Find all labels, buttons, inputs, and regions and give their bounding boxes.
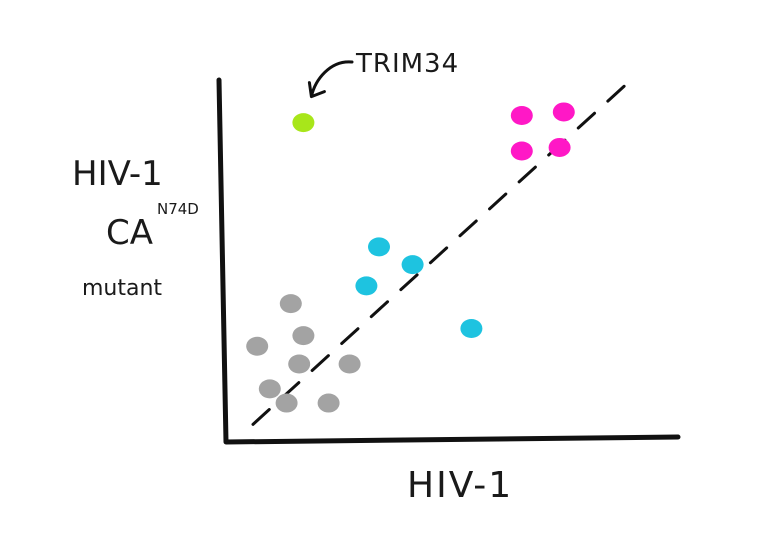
point-1-3 [460,319,483,338]
points-layer [246,102,575,413]
y-axis-label-line2: CA [106,213,153,253]
series-3 [292,113,315,133]
point-0-4 [338,354,361,374]
point-2-1 [552,102,575,122]
series-0 [246,294,361,413]
x-axis-label: HIV-1 [407,465,513,506]
y-axis-label-superscript: N74D [157,200,199,218]
point-0-6 [275,393,298,413]
point-1-2 [355,276,378,296]
series-1 [355,237,483,338]
point-3-0 [292,113,315,133]
point-0-2 [246,336,269,356]
y-axis-label-line3: mutant [82,276,162,301]
series-2 [510,102,575,161]
annotation-label-trim34: TRIM34 [355,49,459,79]
point-0-7 [317,393,340,413]
point-0-5 [258,379,281,399]
point-2-2 [510,141,533,161]
axes [216,77,681,445]
diagonal-reference-line [251,78,633,426]
point-0-3 [288,354,311,374]
point-0-1 [292,326,315,346]
axis-lines [216,77,681,445]
point-1-1 [401,255,424,275]
annotation-arrow [307,60,354,99]
point-1-0 [368,237,390,257]
point-0-0 [279,294,302,314]
y-axis-label-line1: HIV-1 [72,154,163,194]
point-2-0 [510,106,533,125]
point-2-3 [548,137,571,157]
